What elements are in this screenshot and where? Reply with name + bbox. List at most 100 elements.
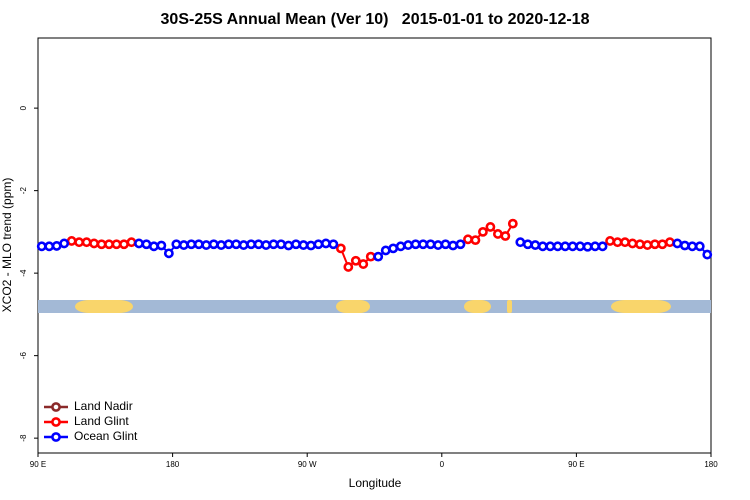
data-point bbox=[485, 222, 496, 232]
data-point bbox=[597, 241, 608, 252]
data-point bbox=[418, 239, 429, 250]
data-point bbox=[156, 240, 167, 251]
data-point bbox=[126, 237, 137, 248]
data-point bbox=[425, 239, 436, 250]
data-point bbox=[679, 240, 690, 251]
data-point bbox=[44, 241, 55, 252]
data-point bbox=[81, 237, 92, 248]
data-point bbox=[500, 231, 511, 241]
land-segment bbox=[611, 300, 671, 313]
data-point bbox=[403, 240, 414, 250]
data-point bbox=[276, 239, 286, 250]
data-point bbox=[657, 239, 668, 250]
data-point bbox=[440, 239, 451, 250]
land-segment bbox=[75, 300, 133, 313]
data-point bbox=[433, 240, 443, 250]
data-point bbox=[223, 239, 234, 250]
legend-label: Land Glint bbox=[74, 414, 129, 428]
x-tick-label: 180 bbox=[704, 460, 718, 469]
data-point bbox=[582, 241, 593, 252]
data-point bbox=[208, 239, 219, 250]
data-point bbox=[650, 239, 660, 250]
data-point bbox=[149, 241, 159, 252]
data-point bbox=[395, 241, 406, 252]
legend-label: Land Nadir bbox=[74, 399, 133, 413]
data-point bbox=[470, 235, 481, 246]
data-point bbox=[373, 251, 384, 262]
data-point bbox=[298, 240, 309, 250]
x-tick-label: 0 bbox=[440, 460, 445, 469]
data-point bbox=[687, 241, 698, 252]
land-segment bbox=[464, 300, 491, 313]
data-point bbox=[522, 239, 533, 250]
data-point bbox=[66, 236, 77, 246]
data-point bbox=[350, 255, 361, 266]
ocean-strip bbox=[38, 300, 711, 313]
data-point bbox=[134, 238, 144, 249]
data-point bbox=[201, 240, 212, 250]
data-point bbox=[702, 249, 713, 260]
data-point bbox=[320, 238, 331, 249]
data-point bbox=[231, 239, 242, 250]
legend-swatch-marker bbox=[51, 432, 61, 442]
y-tick-label: -6 bbox=[19, 352, 28, 360]
data-point bbox=[51, 241, 62, 251]
data-point bbox=[552, 241, 563, 252]
data-point bbox=[253, 239, 264, 250]
legend-swatch-marker bbox=[51, 417, 61, 427]
land-ocean-strip bbox=[38, 300, 711, 313]
series bbox=[36, 237, 713, 262]
data-point bbox=[388, 243, 399, 254]
data-point bbox=[380, 245, 391, 256]
data-point bbox=[306, 240, 316, 251]
data-point bbox=[59, 238, 70, 249]
data-point bbox=[246, 239, 257, 250]
data-point bbox=[36, 241, 47, 252]
data-point bbox=[478, 226, 488, 237]
y-tick-label: -2 bbox=[19, 187, 28, 195]
land-segment bbox=[336, 300, 370, 313]
data-point bbox=[343, 262, 354, 272]
data-point bbox=[694, 241, 705, 252]
data-point bbox=[620, 237, 630, 248]
data-point bbox=[119, 239, 129, 250]
data-point bbox=[672, 238, 683, 249]
legend-swatch-marker bbox=[51, 402, 61, 412]
data-point bbox=[575, 241, 586, 252]
data-point bbox=[567, 241, 578, 252]
data-point bbox=[365, 251, 376, 262]
data-point bbox=[328, 239, 339, 250]
data-point bbox=[186, 239, 197, 250]
data-point bbox=[178, 240, 189, 250]
data-point bbox=[448, 240, 458, 251]
chart-title: 30S-25S Annual Mean (Ver 10) 2015-01-01 … bbox=[161, 11, 590, 28]
data-point bbox=[605, 236, 615, 246]
y-tick-label: -4 bbox=[19, 269, 28, 277]
x-axis-label: Longitude bbox=[349, 476, 402, 490]
data-point bbox=[111, 239, 122, 250]
data-point bbox=[216, 240, 227, 250]
data-point bbox=[463, 234, 473, 245]
x-tick-label: 180 bbox=[166, 460, 180, 469]
data-point bbox=[590, 241, 600, 252]
data-point bbox=[664, 237, 675, 248]
data-point bbox=[507, 218, 518, 229]
data-point bbox=[560, 241, 571, 252]
data-point bbox=[141, 239, 152, 250]
data-point bbox=[410, 239, 421, 250]
series bbox=[66, 218, 675, 272]
data-point bbox=[74, 237, 85, 248]
data-point bbox=[530, 240, 541, 250]
data-point bbox=[358, 259, 369, 269]
data-point bbox=[283, 240, 294, 251]
y-tick-label: -8 bbox=[19, 434, 28, 442]
data-point bbox=[193, 239, 204, 250]
data-point bbox=[635, 239, 645, 250]
y-tick-label: 0 bbox=[19, 105, 28, 110]
land-segment bbox=[507, 300, 512, 313]
data-point bbox=[96, 239, 107, 250]
data-point bbox=[238, 240, 249, 250]
data-point bbox=[537, 241, 548, 252]
y-axis-label: XCO2 - MLO trend (ppm) bbox=[0, 178, 14, 313]
